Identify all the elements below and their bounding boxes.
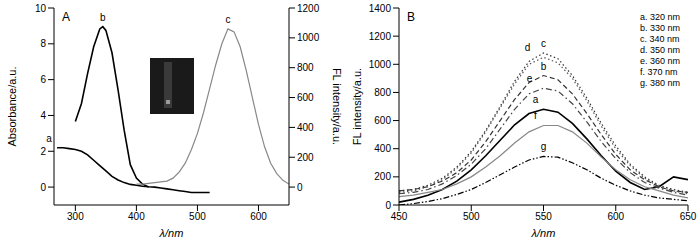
svg-text:1200: 1200	[297, 3, 320, 14]
svg-text:200: 200	[374, 171, 391, 182]
html-text:e. 360 nm: e. 360 nm	[640, 56, 680, 66]
svg-text:300: 300	[67, 211, 84, 222]
svg-text:λ/nm: λ/nm	[159, 227, 184, 239]
svg-text:c: c	[225, 14, 230, 25]
svg-text:450: 450	[391, 211, 408, 222]
svg-text:2: 2	[40, 146, 46, 157]
svg-text:0: 0	[297, 182, 303, 193]
svg-text:400: 400	[374, 143, 391, 154]
svg-text:λ/nm: λ/nm	[531, 227, 556, 239]
svg-text:b: b	[541, 61, 547, 72]
svg-text:0: 0	[385, 200, 391, 211]
svg-text:500: 500	[463, 211, 480, 222]
svg-text:550: 550	[535, 211, 552, 222]
svg-text:1000: 1000	[297, 32, 320, 43]
svg-text:FL intensity/a.u.: FL intensity/a.u.	[351, 68, 363, 145]
svg-text:1400: 1400	[369, 3, 392, 14]
svg-text:0: 0	[40, 182, 46, 193]
svg-text:800: 800	[297, 62, 314, 73]
svg-text:400: 400	[297, 122, 314, 133]
html-text:f. 370 nm: f. 370 nm	[640, 67, 678, 77]
html-text:B: B	[407, 10, 415, 24]
html-text:b. 330 nm: b. 330 nm	[640, 23, 680, 33]
html-text:a. 320 nm: a. 320 nm	[640, 12, 680, 22]
svg-text:c: c	[541, 38, 546, 49]
svg-text:6: 6	[40, 74, 46, 85]
svg-text:4: 4	[40, 110, 46, 121]
svg-text:e: e	[527, 73, 533, 84]
svg-text:8: 8	[40, 38, 46, 49]
svg-text:g: g	[541, 141, 547, 152]
svg-text:a: a	[46, 133, 52, 144]
svg-text:800: 800	[374, 87, 391, 98]
svg-text:1200: 1200	[369, 31, 392, 42]
svg-text:600: 600	[250, 211, 267, 222]
svg-text:400: 400	[128, 211, 145, 222]
html-text:g. 380 nm: g. 380 nm	[640, 78, 680, 88]
svg-text:1000: 1000	[369, 59, 392, 70]
svg-text:10: 10	[35, 3, 47, 14]
html-text:A: A	[62, 10, 70, 24]
svg-text:Absorbance/a.u.: Absorbance/a.u.	[6, 66, 18, 146]
svg-text:600: 600	[297, 92, 314, 103]
svg-text:b: b	[100, 12, 106, 23]
svg-text:200: 200	[297, 152, 314, 163]
svg-text:FL intensity/a.u.: FL intensity/a.u.	[331, 68, 343, 145]
svg-text:d: d	[525, 42, 531, 53]
svg-text:a: a	[533, 94, 539, 105]
svg-text:600: 600	[607, 211, 624, 222]
svg-text:600: 600	[374, 115, 391, 126]
svg-text:650: 650	[680, 211, 697, 222]
html-text:c. 340 nm: c. 340 nm	[640, 34, 680, 44]
html-text:d. 350 nm: d. 350 nm	[640, 45, 680, 55]
svg-text:f: f	[534, 110, 537, 121]
svg-text:500: 500	[189, 211, 206, 222]
